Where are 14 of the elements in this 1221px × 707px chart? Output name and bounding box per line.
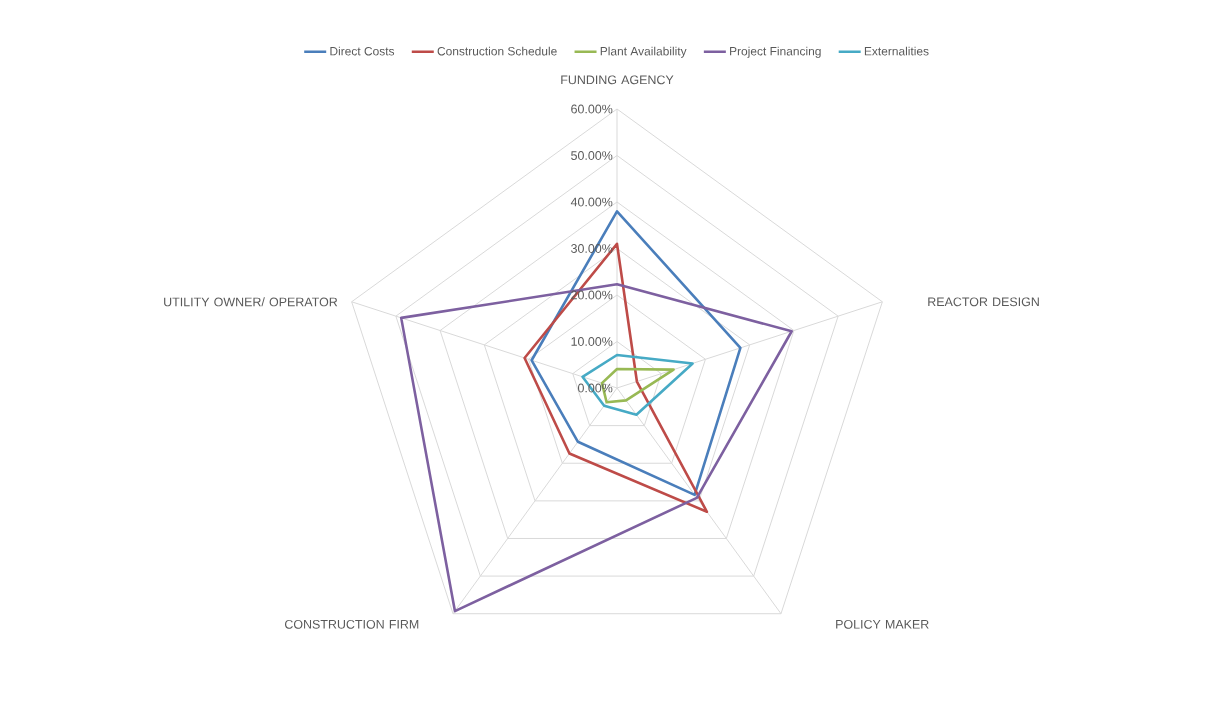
legend-label: Construction Schedule [437,46,557,56]
spoke-label: POLICY MAKER [836,619,929,629]
y-tick-label: 40.00% [570,197,613,207]
legend-label: Direct Costs [330,46,395,56]
legend-label: Project Financing [730,46,821,58]
y-tick-label: 10.00% [571,337,613,346]
spoke-label: UTILITY OWNER/ OPERATOR [164,297,338,307]
y-tick-label: 60.00% [571,104,613,114]
spoke-label: CONSTRUCTION FIRM [284,619,419,629]
spoke-label: REACTOR DESIGN [928,297,1039,307]
y-tick-label: 50.00% [571,151,613,160]
spoke-label: FUNDING AGENCY [561,75,674,85]
legend-label: Externalities [864,46,929,56]
legend-label: Plant Availability [600,46,687,58]
